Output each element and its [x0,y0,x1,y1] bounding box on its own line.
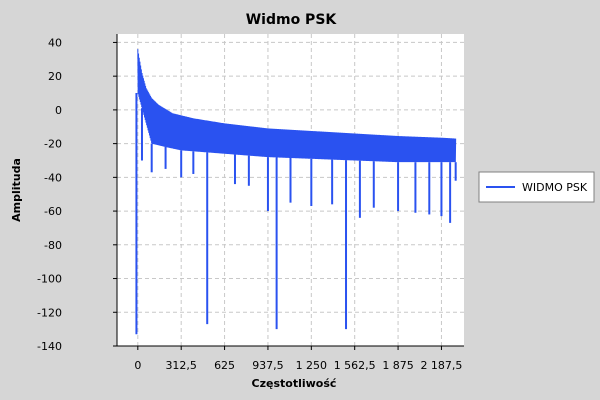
legend-label: WIDMO PSK [522,181,588,194]
x-tick-label: 1 875 [382,359,414,372]
y-axis-title: Amplituda [10,158,23,222]
y-tick-label: -20 [44,138,62,151]
chart-title: Widmo PSK [246,12,338,28]
y-tick-label: 20 [48,70,62,83]
x-tick-label: 1 562,5 [334,359,376,372]
x-tick-label: 625 [214,359,235,372]
x-axis-ticks: 0 312,5 625 937,5 1 250 1 562,5 1 875 2 187,5 [134,346,462,372]
x-tick-label: 0 [134,359,141,372]
y-tick-label: -140 [37,340,62,353]
x-axis-title: Częstotliwość [252,377,337,390]
y-tick-label: -60 [44,205,62,218]
x-tick-label: 2 187,5 [420,359,462,372]
y-tick-label: -100 [37,273,62,286]
y-tick-label: -80 [44,239,62,252]
x-tick-label: 1 250 [296,359,328,372]
x-tick-label: 937,5 [252,359,284,372]
legend: WIDMO PSK [478,171,595,203]
series-line-widmo-psk [137,49,457,163]
y-tick-label: 0 [55,104,62,117]
y-tick-label: -40 [44,171,62,184]
y-tick-label: 40 [48,36,62,49]
y-axis-ticks: 40 20 0 -20 -40 -60 -80 -100 -120 -140 [37,36,117,353]
series-layer [135,49,457,335]
x-tick-label: 312,5 [165,359,197,372]
y-tick-label: -120 [37,306,62,319]
